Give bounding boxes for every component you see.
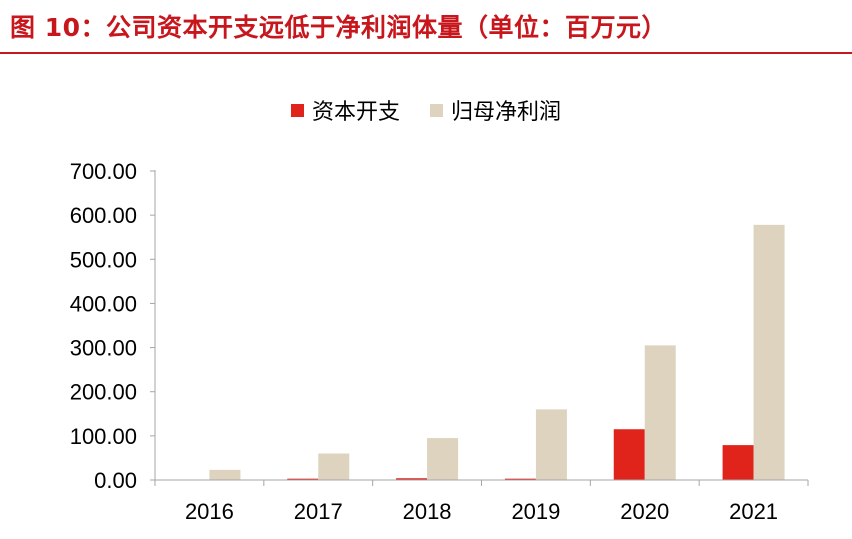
x-tick-label-2021: 2021 [729, 499, 778, 524]
y-tick-label-200.00: 200.00 [70, 380, 137, 405]
legend-swatch-capex [290, 103, 304, 117]
legend-label-net-profit: 归母净利润 [451, 100, 562, 125]
bar-capex-2021 [722, 445, 754, 480]
bar-net-profit-2021 [753, 224, 785, 480]
legend-swatch-net-profit [430, 103, 443, 117]
x-tick-label-2016: 2016 [185, 499, 234, 524]
y-tick-label-400.00: 400.00 [70, 291, 137, 316]
legend-label-capex: 资本开支 [311, 100, 400, 125]
bar-net-profit-2016 [209, 469, 241, 480]
bar-capex-2017 [287, 478, 319, 480]
y-tick-label-600.00: 600.00 [70, 203, 137, 228]
bar-capex-2019 [504, 478, 536, 480]
bar-net-profit-2020 [644, 345, 676, 480]
bar-capex-2018 [396, 478, 428, 480]
y-tick-label-300.00: 300.00 [70, 336, 137, 361]
x-tick-label-2017: 2017 [294, 499, 343, 524]
legend-item-capex: 资本开支 [290, 94, 400, 126]
bar-net-profit-2019 [535, 409, 567, 480]
y-tick-label-700.00: 700.00 [70, 159, 137, 184]
y-tick-label-100.00: 100.00 [70, 424, 137, 449]
y-tick-label-500.00: 500.00 [70, 247, 137, 272]
chart-title: 图 10：公司资本开支远低于净利润体量（单位：百万元） [10, 13, 667, 42]
x-tick-label-2020: 2020 [620, 499, 669, 524]
title-divider [0, 52, 852, 54]
x-tick-label-2018: 2018 [403, 499, 452, 524]
legend: 资本开支 归母净利润 [0, 94, 852, 126]
x-tick-label-2019: 2019 [511, 499, 560, 524]
bar-net-profit-2017 [318, 453, 350, 480]
bar-capex-2020 [613, 429, 645, 480]
y-tick-label-0.00: 0.00 [94, 468, 137, 493]
bar-net-profit-2018 [427, 438, 459, 480]
legend-item-net-profit: 归母净利润 [430, 94, 561, 126]
